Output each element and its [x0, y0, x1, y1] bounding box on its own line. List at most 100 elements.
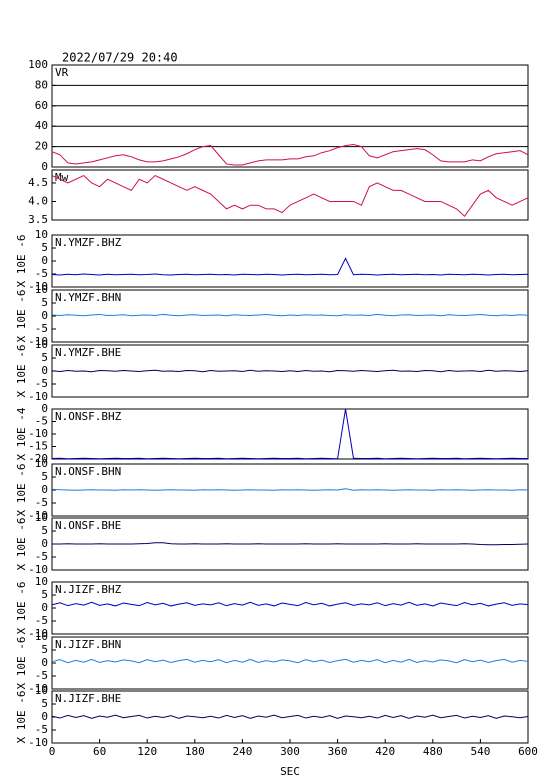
x-tick-label: 180 [185, 745, 205, 758]
x-tick-label: 480 [423, 745, 443, 758]
trace [51, 369, 529, 373]
y-axis-label: X 10E -6 [15, 691, 28, 744]
panel-label: N.YMZF.BHZ [55, 236, 122, 249]
x-tick-label: 120 [137, 745, 157, 758]
panel-label: Mw [55, 171, 69, 184]
x-tick-label: 360 [328, 745, 348, 758]
y-tick-label: 60 [35, 99, 48, 112]
y-tick-label: 100 [28, 58, 48, 71]
y-axis-label: X 10E -4 [15, 407, 28, 460]
panel-label: N.YMZF.BHN [55, 291, 121, 304]
trace [51, 488, 529, 491]
panel-label: N.JIZF.BHE [55, 692, 121, 705]
panel-frame [51, 408, 529, 460]
y-tick-label: -15 [28, 440, 48, 453]
y-tick-label: -10 [28, 335, 48, 348]
panel-frame [51, 690, 529, 744]
trace [51, 144, 529, 166]
panel-label: N.YMZF.BHE [55, 346, 121, 359]
y-tick-label: 0 [41, 402, 48, 415]
y-tick-label: -10 [28, 563, 48, 576]
panel-label: N.JIZF.BHN [55, 638, 121, 651]
y-tick-label: 10 [35, 630, 48, 643]
panel-label: N.ONSF.BHE [55, 519, 121, 532]
y-axis-label: X 10E -6 [15, 345, 28, 398]
x-tick-label: 0 [49, 745, 56, 758]
y-tick-label: 5 [41, 241, 48, 254]
x-tick-label: 300 [280, 745, 300, 758]
y-tick-label: 0 [41, 537, 48, 550]
y-tick-label: 10 [35, 228, 48, 241]
trace [51, 174, 529, 218]
trace [52, 542, 529, 546]
y-tick-label: 0 [41, 309, 48, 322]
y-tick-label: -10 [28, 509, 48, 522]
y-tick-label: 0 [41, 601, 48, 614]
trace [51, 257, 529, 276]
y-tick-label: -10 [28, 627, 48, 640]
y-tick-label: 4.0 [28, 194, 48, 207]
x-tick-label: 540 [470, 745, 490, 758]
y-tick-label: 10 [35, 511, 48, 524]
y-tick-label: -5 [35, 669, 48, 682]
y-tick-label: 5 [41, 524, 48, 537]
y-tick-label: 5 [41, 470, 48, 483]
y-axis-label: X 10E -6 [15, 637, 28, 690]
panel-frame [51, 64, 529, 168]
y-tick-label: 5 [41, 296, 48, 309]
y-tick-label: 10 [35, 338, 48, 351]
x-axis-label: SEC [280, 765, 300, 778]
y-tick-label: -10 [28, 736, 48, 749]
panel-frame [51, 234, 529, 288]
y-tick-label: 40 [35, 119, 48, 132]
y-tick-label: 0 [41, 254, 48, 267]
y-tick-label: 10 [35, 283, 48, 296]
y-tick-label: -5 [35, 377, 48, 390]
x-tick-label: 60 [93, 745, 106, 758]
y-axis-label: X 10E -6 [15, 290, 28, 343]
y-tick-label: 20 [35, 140, 48, 153]
y-axis-label: X 10E -6 [15, 235, 28, 288]
y-tick-label: -10 [28, 682, 48, 695]
panel-label: N.ONSF.BHN [55, 465, 121, 478]
y-tick-label: 3.5 [28, 213, 48, 226]
y-tick-label: -20 [28, 452, 48, 465]
panel-label: N.JIZF.BHZ [55, 583, 122, 596]
chart-title: 2022/07/29 20:40 [62, 51, 178, 65]
y-tick-label: -5 [35, 322, 48, 335]
y-tick-label: 0 [41, 364, 48, 377]
x-tick-label: 600 [518, 745, 538, 758]
y-tick-label: 80 [35, 78, 48, 91]
y-tick-label: -5 [35, 496, 48, 509]
y-tick-label: 10 [35, 457, 48, 470]
y-tick-label: -10 [28, 390, 48, 403]
y-tick-label: -5 [35, 415, 48, 428]
y-tick-label: -5 [35, 723, 48, 736]
y-tick-label: 10 [35, 575, 48, 588]
trace [51, 714, 529, 719]
y-axis-label: X 10E -6 [15, 518, 28, 571]
y-tick-label: 0 [41, 710, 48, 723]
y-tick-label: 0 [41, 656, 48, 669]
x-tick-label: 240 [232, 745, 252, 758]
y-tick-label: -5 [35, 550, 48, 563]
y-tick-label: 0 [41, 483, 48, 496]
y-tick-label: 10 [35, 684, 48, 697]
trace [51, 313, 529, 317]
x-tick-label: 420 [375, 745, 395, 758]
y-tick-label: -5 [35, 267, 48, 280]
y-tick-label: -10 [28, 280, 48, 293]
panel-frame [51, 289, 529, 343]
panel-frame [51, 169, 529, 221]
y-tick-label: 5 [41, 643, 48, 656]
panel-label: N.ONSF.BHZ [55, 410, 122, 423]
y-tick-label: 0 [41, 160, 48, 173]
y-tick-label: -5 [35, 614, 48, 627]
y-tick-label: -10 [28, 427, 48, 440]
y-tick-label: 5 [41, 588, 48, 601]
trace [51, 408, 528, 460]
y-tick-label: 5 [41, 697, 48, 710]
panel-frame [51, 581, 529, 635]
y-tick-label: 5 [41, 351, 48, 364]
